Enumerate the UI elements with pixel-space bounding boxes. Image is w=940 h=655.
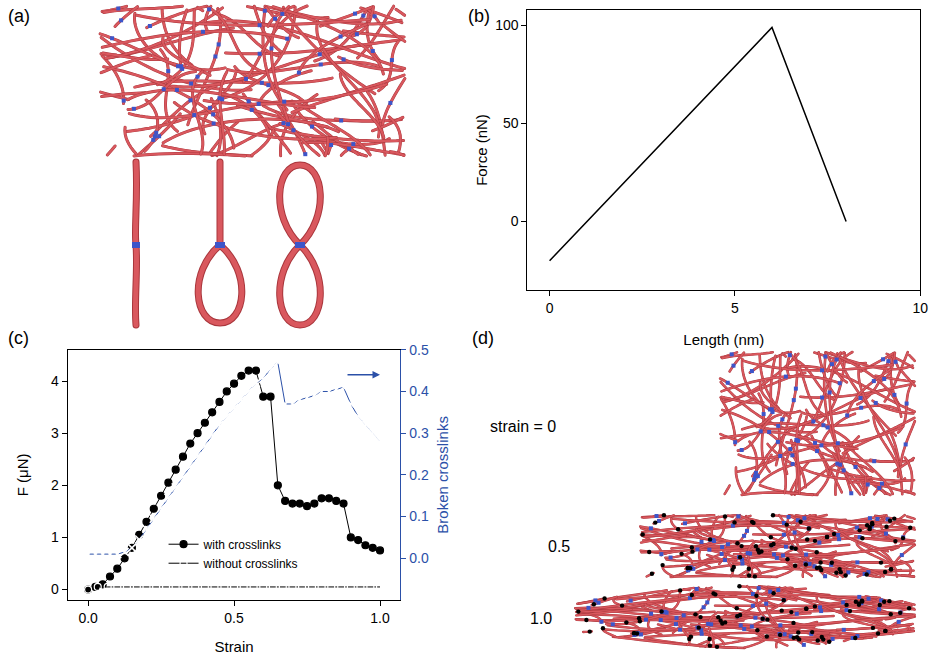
- svg-text:50: 50: [503, 115, 519, 131]
- svg-text:1: 1: [51, 529, 59, 545]
- svg-text:0.2: 0.2: [409, 467, 429, 483]
- svg-text:without crosslinks: without crosslinks: [203, 557, 298, 571]
- svg-text:0.0: 0.0: [78, 610, 98, 626]
- svg-text:(d): (d): [472, 328, 494, 348]
- svg-text:0.5: 0.5: [548, 538, 570, 555]
- svg-text:0.5: 0.5: [224, 610, 244, 626]
- svg-text:0: 0: [51, 581, 59, 597]
- svg-text:0.3: 0.3: [409, 425, 429, 441]
- svg-text:(a): (a): [8, 6, 30, 26]
- svg-text:2: 2: [51, 477, 59, 493]
- svg-text:Strain: Strain: [214, 638, 253, 655]
- svg-text:0.1: 0.1: [409, 508, 429, 524]
- svg-text:100: 100: [495, 17, 519, 33]
- svg-text:0: 0: [511, 213, 519, 229]
- svg-text:Broken crosslinks: Broken crosslinks: [434, 416, 451, 534]
- svg-text:1.0: 1.0: [530, 610, 552, 627]
- svg-text:1.0: 1.0: [370, 610, 390, 626]
- svg-text:F (μN): F (μN): [14, 453, 31, 496]
- svg-text:with crosslinks: with crosslinks: [203, 538, 281, 552]
- svg-text:strain = 0: strain = 0: [490, 418, 556, 435]
- svg-text:0.0: 0.0: [409, 550, 429, 566]
- svg-text:Force (nN): Force (nN): [473, 114, 490, 186]
- svg-text:(b): (b): [468, 6, 490, 26]
- svg-text:3: 3: [51, 425, 59, 441]
- svg-text:Length (nm): Length (nm): [683, 331, 764, 348]
- svg-text:10: 10: [912, 300, 928, 316]
- svg-text:0: 0: [546, 300, 554, 316]
- svg-text:(c): (c): [8, 328, 29, 348]
- svg-text:0.5: 0.5: [409, 342, 429, 358]
- svg-text:4: 4: [51, 373, 59, 389]
- svg-text:5: 5: [731, 300, 739, 316]
- svg-text:0.4: 0.4: [409, 383, 429, 399]
